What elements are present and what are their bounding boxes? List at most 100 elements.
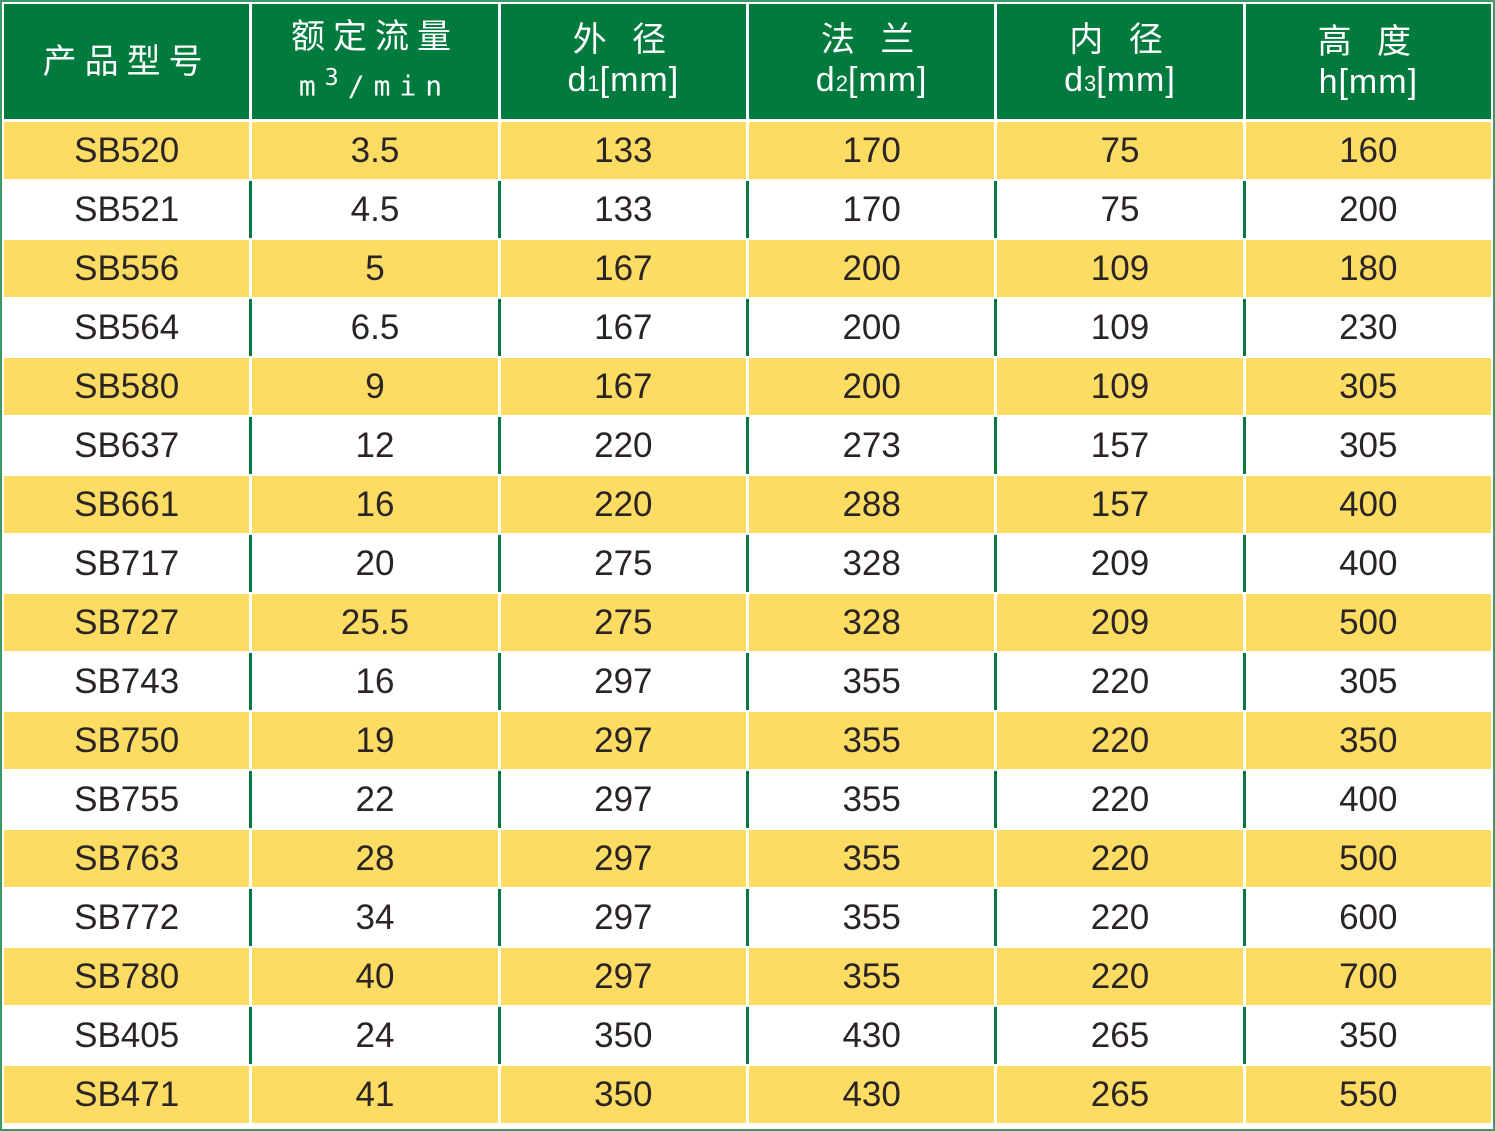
cell-height: 600: [1245, 889, 1491, 946]
cell-flow: 12: [252, 417, 498, 474]
cell-height: 400: [1245, 535, 1491, 592]
cell-flow: 22: [252, 771, 498, 828]
cell-outer-diameter: 350: [500, 1066, 746, 1123]
cell-inner-diameter: 220: [997, 889, 1243, 946]
cell-height: 500: [1245, 594, 1491, 651]
cell-outer-diameter: 297: [500, 889, 746, 946]
cell-height: 350: [1245, 1007, 1491, 1064]
cell-outer-diameter: 350: [500, 1007, 746, 1064]
cell-outer-diameter: 133: [500, 181, 746, 238]
table-row: SB717 20 275 328 209 400: [4, 535, 1491, 592]
cell-flow: 4.5: [252, 181, 498, 238]
cell-height: 700: [1245, 948, 1491, 1005]
header-unit: d1[mm]: [567, 60, 679, 104]
cell-model: SB564: [4, 299, 250, 356]
cell-flow: 19: [252, 712, 498, 769]
unit-tail: [mm]: [1338, 62, 1419, 101]
cell-inner-diameter: 220: [997, 830, 1243, 887]
cell-height: 305: [1245, 358, 1491, 415]
cell-height: 305: [1245, 653, 1491, 710]
table-row: SB521 4.5 133 170 75 200: [4, 181, 1491, 238]
cell-outer-diameter: 297: [500, 653, 746, 710]
cell-outer-diameter: 133: [500, 122, 746, 179]
table-row: SB637 12 220 273 157 305: [4, 417, 1491, 474]
table-row: SB780 40 297 355 220 700: [4, 948, 1491, 1005]
unit-main: d: [815, 60, 836, 99]
cell-flange: 200: [748, 240, 995, 297]
header-model: 产品型号: [4, 4, 250, 119]
cell-inner-diameter: 220: [997, 948, 1243, 1005]
cell-model: SB520: [4, 122, 250, 179]
cell-flange: 273: [748, 417, 995, 474]
cell-inner-diameter: 220: [997, 653, 1243, 710]
table-row: SB743 16 297 355 220 305: [4, 653, 1491, 710]
cell-model: SB755: [4, 771, 250, 828]
unit-tail: [mm]: [599, 60, 680, 99]
cell-model: SB763: [4, 830, 250, 887]
cell-outer-diameter: 167: [500, 358, 746, 415]
table-row: SB580 9 167 200 109 305: [4, 358, 1491, 415]
cell-flow: 3.5: [252, 122, 498, 179]
cell-height: 500: [1245, 830, 1491, 887]
cell-flange: 200: [748, 299, 995, 356]
unit-rest: /min: [347, 69, 452, 103]
unit-m: m: [298, 69, 325, 103]
header-unit: h[mm]: [1319, 62, 1418, 102]
cell-height: 230: [1245, 299, 1491, 356]
cell-flange: 328: [748, 535, 995, 592]
table-row: SB405 24 350 430 265 350: [4, 1007, 1491, 1064]
cell-outer-diameter: 167: [500, 299, 746, 356]
unit-sub: 3: [1084, 70, 1097, 96]
cell-inner-diameter: 220: [997, 712, 1243, 769]
unit-main: h: [1318, 62, 1339, 101]
header-title: 额定流量: [290, 17, 459, 56]
cell-model: SB556: [4, 240, 250, 297]
header-flow: 额定流量 m3/min: [252, 4, 498, 119]
spec-table: 产品型号 额定流量 m3/min 外 径 d1[mm] 法 兰 d2[mm] 内…: [4, 4, 1491, 1125]
cell-inner-diameter: 109: [997, 299, 1243, 356]
cell-inner-diameter: 109: [997, 358, 1243, 415]
cell-outer-diameter: 297: [500, 712, 746, 769]
cell-flow: 6.5: [252, 299, 498, 356]
cell-model: SB661: [4, 476, 250, 533]
cell-flow: 16: [252, 653, 498, 710]
header-outer-diameter: 外 径 d1[mm]: [500, 4, 746, 119]
cell-outer-diameter: 275: [500, 594, 746, 651]
header-height: 高 度 h[mm]: [1245, 4, 1491, 119]
header-title: 产品型号: [42, 42, 211, 81]
cell-flange: 355: [748, 653, 995, 710]
cell-flange: 355: [748, 830, 995, 887]
cell-flow: 20: [252, 535, 498, 592]
unit-main: d: [567, 60, 588, 99]
table-row: SB564 6.5 167 200 109 230: [4, 299, 1491, 356]
cell-flange: 288: [748, 476, 995, 533]
cell-flange: 170: [748, 122, 995, 179]
cell-flow: 34: [252, 889, 498, 946]
table-body: SB520 3.5 133 170 75 160 SB521 4.5 133 170 75 200 SB…: [4, 122, 1491, 1123]
cell-inner-diameter: 265: [997, 1066, 1243, 1123]
cell-model: SB750: [4, 712, 250, 769]
cell-flange: 430: [748, 1007, 995, 1064]
header-unit: d2[mm]: [816, 60, 928, 104]
cell-outer-diameter: 220: [500, 476, 746, 533]
cell-flow: 9: [252, 358, 498, 415]
cell-flange: 328: [748, 594, 995, 651]
cell-model: SB772: [4, 889, 250, 946]
header-inner-diameter: 内 径 d3[mm]: [997, 4, 1243, 119]
header-row: 产品型号 额定流量 m3/min 外 径 d1[mm] 法 兰 d2[mm] 内…: [4, 4, 1491, 119]
header-title: 外 径: [572, 20, 675, 59]
header-title: 高 度: [1317, 22, 1420, 61]
cell-flow: 40: [252, 948, 498, 1005]
unit-exp: 3: [324, 62, 348, 91]
cell-height: 305: [1245, 417, 1491, 474]
cell-model: SB471: [4, 1066, 250, 1123]
header-title: 内 径: [1069, 20, 1171, 59]
cell-model: SB780: [4, 948, 250, 1005]
cell-flow: 25.5: [252, 594, 498, 651]
table-row: SB471 41 350 430 265 550: [4, 1066, 1491, 1123]
cell-height: 160: [1245, 122, 1491, 179]
cell-inner-diameter: 75: [997, 122, 1243, 179]
cell-flange: 200: [748, 358, 995, 415]
cell-inner-diameter: 209: [997, 535, 1243, 592]
cell-flange: 355: [748, 948, 995, 1005]
